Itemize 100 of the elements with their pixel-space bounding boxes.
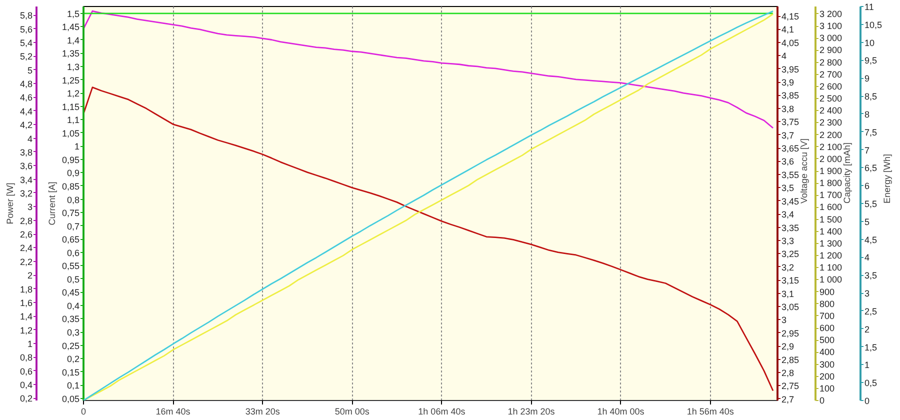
y2-axis-title: Energy [Wh] bbox=[882, 154, 892, 204]
y-tick-label: 1 200 bbox=[820, 250, 842, 261]
y-tick-label: 1 600 bbox=[820, 202, 842, 212]
y-tick-label: 400 bbox=[820, 347, 835, 358]
y-tick-label: 0,15 bbox=[62, 367, 80, 378]
y3-tick-label: 3 bbox=[782, 315, 787, 326]
y-tick-label: 1 400 bbox=[820, 226, 842, 236]
y-tick-label: 0,45 bbox=[62, 288, 80, 298]
y-tick-label: 0,1 bbox=[66, 380, 80, 391]
y2-tick-label: 4,8 bbox=[20, 79, 33, 90]
y-tick-label: 1 300 bbox=[820, 238, 842, 248]
y-tick-label: 1,4 bbox=[66, 35, 80, 46]
y-axis-title: Capacity [mAh] bbox=[842, 142, 852, 204]
y2-tick-label: 10 bbox=[864, 38, 875, 48]
y2-tick-label: 7,5 bbox=[864, 127, 878, 138]
y-tick-label: 2 400 bbox=[820, 106, 842, 116]
x-tick-label: 0 bbox=[80, 406, 86, 416]
y3-tick-label: 3,55 bbox=[782, 170, 800, 180]
y2-tick-label: 3,6 bbox=[20, 161, 33, 172]
y-tick-label: 1 700 bbox=[820, 190, 842, 200]
y2-tick-label: 0 bbox=[864, 396, 870, 406]
y-tick-label: 1,2 bbox=[66, 88, 80, 99]
y2-tick-label: 1,4 bbox=[20, 312, 33, 322]
y2-tick-label: 2 bbox=[864, 324, 870, 334]
y2-tick-label: 10,5 bbox=[864, 20, 882, 30]
y-tick-label: 1,1 bbox=[66, 115, 80, 126]
x-tick-label: 1h 06m 40s bbox=[418, 406, 466, 416]
y2-tick-label: 9,5 bbox=[864, 56, 878, 66]
y3-tick-label: 3,6 bbox=[782, 156, 794, 167]
y2-tick-label: 4,4 bbox=[20, 106, 33, 116]
y-tick-label: 1 bbox=[74, 142, 80, 152]
y2-tick-label: 4,6 bbox=[20, 92, 33, 103]
y2-tick-label: 2,2 bbox=[20, 256, 33, 267]
y-tick-label: 2 100 bbox=[820, 142, 842, 152]
y2-tick-label: 6,5 bbox=[864, 163, 878, 174]
y3-tick-label: 3,8 bbox=[782, 104, 794, 114]
y-tick-label: 0,4 bbox=[66, 300, 80, 311]
y3-tick-label: 4,1 bbox=[782, 24, 794, 35]
y3-tick-label: 2,8 bbox=[782, 368, 794, 378]
y3-tick-label: 3,9 bbox=[782, 78, 794, 88]
x-tick-label: 1h 23m 20s bbox=[508, 406, 556, 416]
y3-tick-label: 3,85 bbox=[782, 90, 800, 101]
y-tick-label: 2 200 bbox=[820, 130, 842, 140]
y-tick-label: 300 bbox=[820, 359, 835, 370]
y2-tick-label: 4 bbox=[864, 252, 870, 263]
y-tick-label: 0,55 bbox=[62, 261, 80, 272]
y3-tick-label: 3,65 bbox=[782, 144, 800, 154]
y3-tick-label: 3,05 bbox=[782, 302, 800, 312]
y-tick-label: 1 800 bbox=[820, 178, 842, 188]
y2-tick-label: 3 bbox=[27, 202, 33, 212]
y-tick-label: 2 700 bbox=[820, 69, 842, 80]
y-tick-label: 1,15 bbox=[62, 102, 80, 112]
y-tick-label: 0,95 bbox=[62, 154, 80, 165]
y-tick-label: 1,05 bbox=[62, 128, 80, 138]
y-tick-label: 600 bbox=[820, 323, 835, 334]
y-tick-label: 2 900 bbox=[820, 45, 842, 56]
x-tick-label: 1h 40m 00s bbox=[597, 406, 645, 416]
y2-tick-label: 3,8 bbox=[20, 147, 33, 158]
y2-tick-label: 0,5 bbox=[864, 378, 878, 388]
y2-tick-label: 0,8 bbox=[20, 352, 33, 363]
x-tick-label: 16m 40s bbox=[156, 406, 191, 416]
y2-tick-label: 2 bbox=[27, 270, 33, 281]
x-tick-label: 1h 56m 40s bbox=[686, 406, 734, 416]
y-tick-label: 3 100 bbox=[820, 21, 842, 32]
y-tick-label: 1 100 bbox=[820, 262, 842, 273]
y2-tick-label: 2,4 bbox=[20, 243, 33, 254]
y-tick-label: 0,75 bbox=[62, 208, 80, 218]
y3-tick-label: 3,5 bbox=[782, 183, 794, 194]
y3-tick-label: 4,05 bbox=[782, 38, 800, 48]
y3-tick-label: 3,95 bbox=[782, 64, 800, 74]
y2-tick-label: 1,6 bbox=[20, 298, 33, 308]
y3-tick-label: 3,45 bbox=[782, 196, 800, 206]
y2-tick-label: 4 bbox=[27, 134, 33, 144]
y2-tick-label: 2,8 bbox=[20, 216, 33, 226]
y-tick-label: 1,25 bbox=[62, 75, 80, 86]
y-tick-label: 0,25 bbox=[62, 340, 80, 351]
y2-tick-label: 0,2 bbox=[20, 394, 33, 404]
y2-tick-label: 4,2 bbox=[20, 120, 33, 130]
y3-tick-label: 3,4 bbox=[782, 210, 794, 220]
x-tick-label: 33m 20s bbox=[245, 406, 280, 416]
y3-tick-label: 3,3 bbox=[782, 236, 794, 246]
y-tick-label: 1,45 bbox=[62, 22, 80, 32]
y2-tick-label: 6 bbox=[864, 181, 870, 192]
y3-tick-label: 3,15 bbox=[782, 276, 800, 286]
y2-tick-label: 1,2 bbox=[20, 325, 33, 336]
y-tick-label: 0,7 bbox=[66, 221, 80, 232]
y3-tick-label: 4,15 bbox=[782, 12, 800, 22]
y3-tick-label: 3,35 bbox=[782, 222, 800, 233]
y-tick-label: 1,3 bbox=[66, 62, 80, 72]
y3-tick-label: 3,2 bbox=[782, 262, 794, 272]
y-tick-label: 700 bbox=[820, 310, 835, 321]
y2-tick-label: 3 bbox=[864, 288, 870, 299]
y2-tick-label: 3,4 bbox=[20, 174, 33, 185]
y3-tick-label: 3,7 bbox=[782, 130, 794, 140]
y-tick-label: 0,3 bbox=[66, 328, 80, 338]
y-tick-label: 3 000 bbox=[820, 33, 842, 44]
y-tick-label: 0,35 bbox=[62, 314, 80, 324]
y2-tick-label: 1 bbox=[27, 339, 33, 350]
y-tick-label: 2 800 bbox=[820, 57, 842, 68]
y3-tick-label: 2,95 bbox=[782, 328, 800, 338]
